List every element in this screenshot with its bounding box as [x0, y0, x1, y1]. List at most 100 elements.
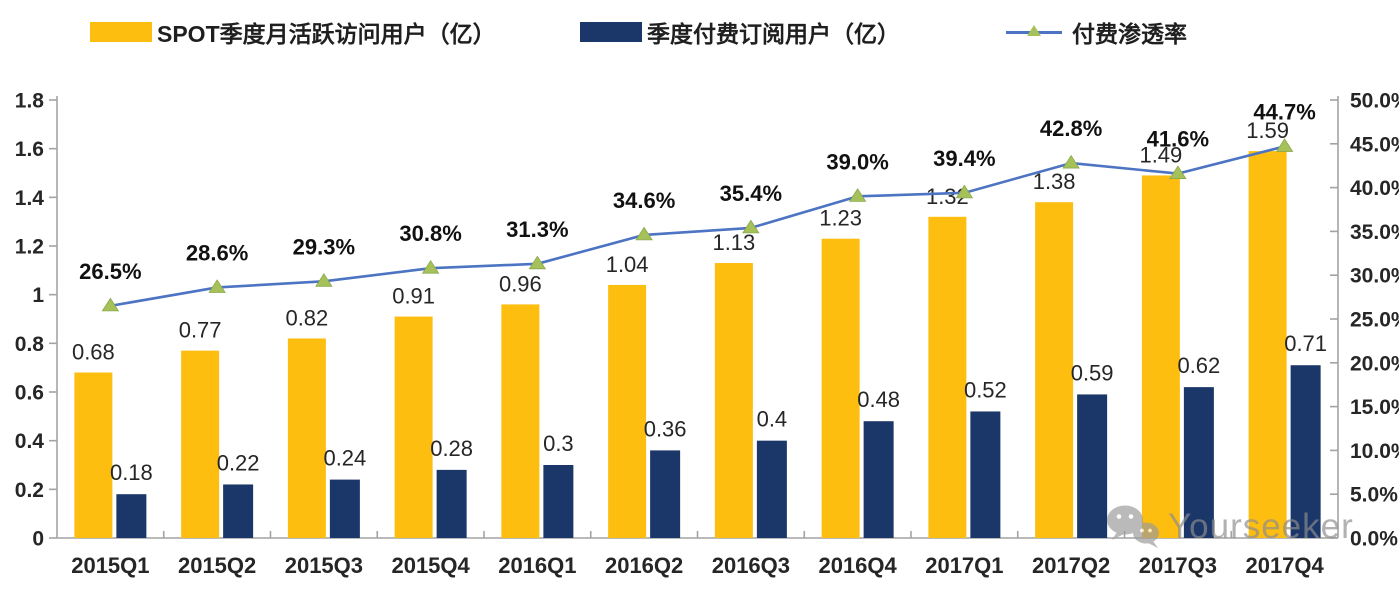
penetration-marker	[101, 297, 120, 312]
legend-swatch-paid	[580, 22, 642, 42]
right-axis-tick-label: 30.0%	[1350, 265, 1399, 288]
bar-mau	[1141, 175, 1180, 538]
bar-label-paid: 0.48	[857, 387, 900, 412]
bar-label-paid: 0.3	[543, 431, 574, 456]
bar-label-paid: 0.22	[217, 450, 260, 475]
penetration-label: 31.3%	[506, 217, 568, 242]
legend-item-penetration: 付费渗透率	[1006, 18, 1187, 47]
bar-label-mau: 0.91	[392, 284, 435, 309]
right-axis-tick-label: 40.0%	[1350, 177, 1399, 200]
bar-label-mau: 0.68	[72, 340, 115, 365]
bar-paid	[116, 494, 147, 538]
penetration-label: 30.8%	[399, 221, 461, 246]
x-axis-label: 2016Q4	[818, 553, 897, 578]
left-axis-tick-label: 1.6	[15, 138, 44, 161]
legend-label-paid: 季度付费订阅用户（亿）	[647, 21, 900, 47]
bar-mau	[74, 372, 113, 538]
penetration-line	[110, 145, 1285, 308]
penetration-marker	[421, 259, 440, 274]
bar-mau	[181, 350, 220, 538]
bar-label-mau: 1.13	[712, 230, 755, 255]
legend-label-penetration: 付费渗透率	[1072, 21, 1187, 47]
bar-label-paid: 0.71	[1284, 331, 1327, 356]
left-axis-tick-label: 0.6	[15, 382, 44, 405]
bar-mau	[394, 316, 433, 538]
bar-paid	[1183, 387, 1214, 538]
x-axis-label: 2017Q1	[925, 553, 1003, 578]
x-axis-label: 2015Q4	[391, 553, 470, 578]
left-axis-tick-label: 1.8	[15, 90, 45, 113]
left-axis-tick-label: 0.8	[15, 333, 45, 356]
x-axis-label: 2017Q4	[1245, 553, 1324, 578]
x-axis-label: 2015Q1	[71, 553, 149, 578]
x-axis-label: 2016Q2	[605, 553, 683, 578]
penetration-label: 44.7%	[1253, 99, 1315, 124]
bar-label-mau: 1.23	[819, 206, 862, 231]
penetration-label: 39.4%	[933, 146, 995, 171]
x-axis-label: 2015Q2	[178, 553, 256, 578]
penetration-label: 29.3%	[293, 234, 355, 259]
penetration-marker	[208, 279, 226, 293]
penetration-marker	[955, 184, 974, 199]
legend-label-mau: SPOT季度月活跃访问用户（亿）	[157, 21, 496, 47]
bar-label-paid: 0.62	[1177, 353, 1220, 378]
bar-label-mau: 0.82	[285, 305, 328, 330]
x-axis-label: 2016Q3	[712, 553, 790, 578]
left-axis-tick-label: 0.2	[15, 479, 44, 502]
left-axis-tick-label: 0.4	[15, 430, 45, 453]
bar-mau	[1035, 202, 1074, 538]
bar-label-paid: 0.59	[1071, 360, 1114, 385]
bar-label-mau: 0.77	[179, 318, 222, 343]
bar-mau	[608, 284, 647, 538]
bar-paid	[650, 450, 681, 538]
right-axis-tick-label: 50.0%	[1350, 90, 1399, 113]
penetration-marker	[1275, 138, 1294, 152]
bar-label-paid: 0.24	[323, 446, 366, 471]
penetration-marker	[848, 188, 867, 202]
bar-label-mau: 1.59	[1246, 118, 1289, 143]
bar-label-mau: 1.38	[1033, 169, 1076, 194]
bar-label-paid: 0.28	[430, 436, 473, 461]
penetration-label: 26.5%	[79, 259, 141, 284]
legend-item-mau: SPOT季度月活跃访问用户（亿）	[90, 18, 496, 47]
penetration-label: 28.6%	[186, 240, 248, 265]
legend-item-paid: 季度付费订阅用户（亿）	[580, 18, 900, 47]
bar-paid	[970, 411, 1001, 538]
bar-mau	[1248, 151, 1287, 538]
left-axis-tick-label: 1	[32, 284, 44, 307]
penetration-label: 34.6%	[613, 188, 675, 213]
x-axis-label: 2017Q3	[1139, 553, 1217, 578]
bar-paid	[436, 469, 467, 538]
penetration-label: 41.6%	[1147, 127, 1209, 152]
right-axis-tick-label: 35.0%	[1350, 221, 1399, 244]
right-axis-tick-label: 45.0%	[1350, 133, 1399, 156]
penetration-marker	[1169, 165, 1187, 179]
bar-mau	[714, 263, 753, 538]
bar-paid	[329, 479, 360, 538]
bar-label-paid: 0.36	[644, 416, 687, 441]
bar-label-mau: 1.49	[1139, 142, 1182, 167]
bar-paid	[223, 484, 254, 538]
left-axis-tick-label: 1.2	[15, 236, 44, 259]
bar-label-paid: 0.4	[757, 407, 788, 432]
bar-mau	[501, 304, 540, 538]
bar-paid	[863, 421, 894, 538]
right-axis-tick-label: 10.0%	[1350, 440, 1399, 463]
right-axis-tick-label: 25.0%	[1350, 309, 1399, 332]
right-axis-tick-label: 20.0%	[1350, 352, 1399, 375]
left-axis-tick-label: 0	[32, 528, 44, 551]
x-axis-label: 2016Q1	[498, 553, 576, 578]
penetration-marker	[635, 226, 653, 241]
bar-label-paid: 0.52	[964, 377, 1007, 402]
bar-paid	[756, 440, 787, 538]
right-axis-tick-label: 15.0%	[1350, 396, 1399, 419]
bar-label-paid: 0.18	[110, 460, 153, 485]
bar-mau	[287, 338, 326, 538]
bar-paid	[543, 465, 574, 538]
penetration-label: 42.8%	[1040, 116, 1102, 141]
penetration-marker	[1062, 154, 1080, 169]
bar-mau	[821, 238, 860, 538]
legend-swatch-mau	[90, 22, 152, 42]
